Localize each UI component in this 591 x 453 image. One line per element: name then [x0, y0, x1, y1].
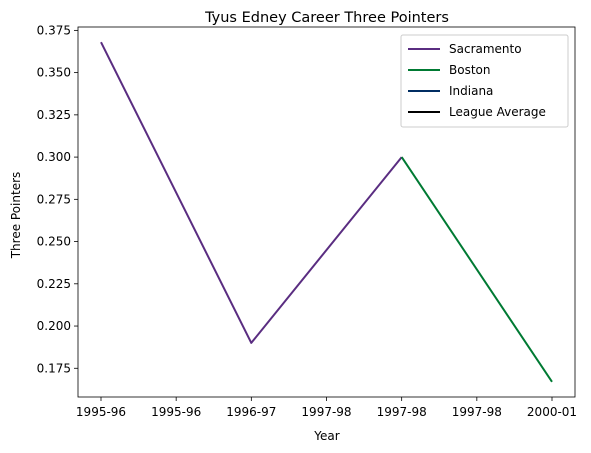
series-layer [100, 41, 553, 383]
legend-label: Sacramento [449, 42, 522, 56]
chart-title: Tyus Edney Career Three Pointers [204, 10, 449, 26]
x-tick-label: 1997-98 [452, 405, 502, 419]
y-tick-label: 0.250 [37, 235, 71, 249]
y-tick-label: 0.275 [37, 192, 71, 206]
plot-frame [77, 26, 576, 398]
y-tick-label: 0.175 [37, 361, 71, 375]
legend: Sacramento Boston Indiana League Average [400, 34, 569, 128]
x-tick-label: 1997-98 [301, 405, 351, 419]
y-tick-label: 0.350 [37, 66, 71, 80]
y-axis: 0.175 0.200 0.225 0.250 0.275 0.300 0.325 0.350… [37, 23, 78, 375]
y-axis-title: Three Pointers [9, 172, 23, 260]
y-tick-label: 0.200 [37, 319, 71, 333]
x-axis-title: Year [313, 429, 339, 443]
y-tick-label: 0.325 [37, 108, 71, 122]
y-tick-label: 0.375 [37, 23, 71, 37]
series-line-sacramento [100, 41, 403, 344]
x-tick-label: 1995-96 [76, 405, 126, 419]
x-tick-label: 2000-01 [527, 405, 577, 419]
legend-label: Indiana [449, 84, 493, 98]
x-tick-label: 1996-97 [226, 405, 276, 419]
x-tick-label: 1997-98 [377, 405, 427, 419]
y-tick-label: 0.225 [37, 277, 71, 291]
legend-box [400, 34, 569, 128]
y-tick-label: 0.300 [37, 150, 71, 164]
series-line-boston [400, 156, 553, 383]
x-axis: 1995-96 1995-96 1996-97 1997-98 1997-98 1997-… [76, 397, 577, 419]
legend-label: Boston [449, 63, 490, 77]
legend-label: League Average [449, 105, 546, 119]
x-tick-label: 1995-96 [151, 405, 201, 419]
